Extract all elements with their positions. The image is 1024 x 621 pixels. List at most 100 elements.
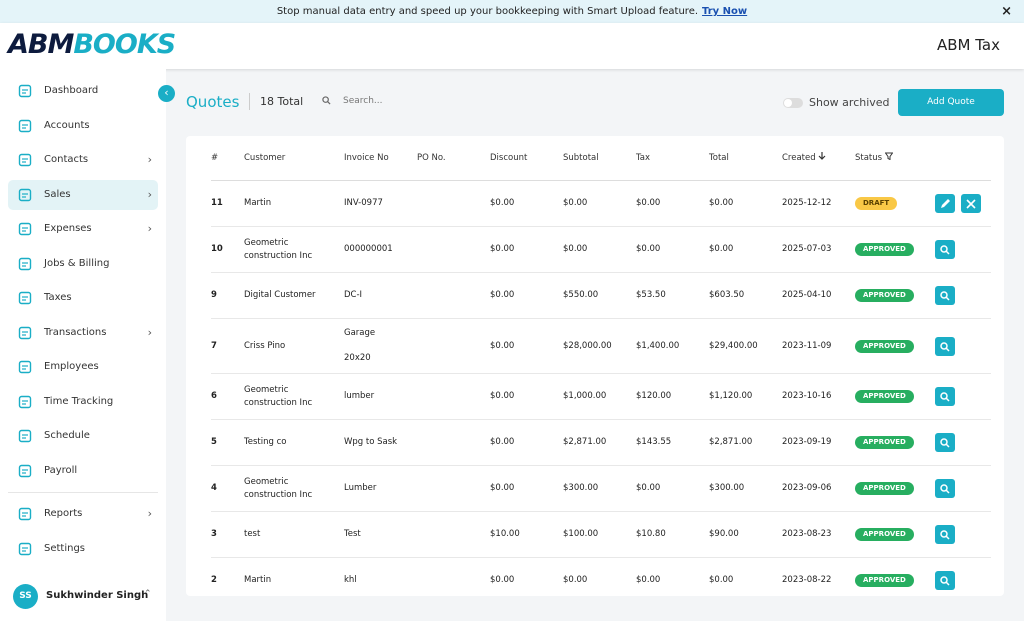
nav-item[interactable]: Taxes bbox=[8, 283, 158, 313]
add-quote-button[interactable]: Add Quote bbox=[898, 89, 1004, 116]
nav-item[interactable]: Expenses › bbox=[8, 214, 158, 244]
view-button[interactable] bbox=[935, 286, 955, 305]
status-badge: APPROVED bbox=[855, 436, 914, 449]
table-cell: $90.00 bbox=[709, 529, 739, 540]
nav-label: Expenses bbox=[44, 223, 92, 234]
column-header: Customer bbox=[244, 152, 286, 163]
table-cell: 9 bbox=[211, 290, 217, 301]
nav-item[interactable]: Transactions › bbox=[8, 318, 158, 348]
nav-item[interactable]: Sales › bbox=[8, 179, 158, 210]
nav-item[interactable]: Employees bbox=[8, 352, 158, 382]
nav-item[interactable]: Reports › bbox=[8, 499, 158, 529]
promo-banner: Stop manual data entry and speed up your… bbox=[0, 0, 1024, 23]
table-cell: $0.00 bbox=[490, 198, 515, 209]
nav-label: Payroll bbox=[44, 464, 78, 476]
table-cell: 2023-08-22 bbox=[782, 575, 832, 586]
logo-text: ABM bbox=[8, 29, 74, 60]
table-cell: Digital Customer bbox=[244, 290, 316, 301]
actions bbox=[935, 525, 967, 544]
nav-label: Time Tracking bbox=[44, 395, 114, 407]
status-cell: APPROVED bbox=[855, 574, 935, 587]
table-cell: $0.00 bbox=[490, 483, 515, 494]
status-cell: APPROVED bbox=[855, 436, 935, 449]
table-cell: $0.00 bbox=[563, 198, 588, 209]
actions bbox=[935, 433, 967, 452]
table-cell: 000000001 bbox=[344, 244, 393, 255]
table-row[interactable]: 3 test Test $10.00 $100.00 $10.80 $90.00 2023-0… bbox=[211, 512, 991, 558]
nav-label: Settings bbox=[44, 542, 86, 554]
view-button[interactable] bbox=[935, 387, 955, 406]
user-menu-caret[interactable]: ⌃ bbox=[144, 589, 152, 599]
table-cell: $0.00 bbox=[490, 575, 515, 586]
user-name[interactable]: Sukhwinder Singh bbox=[46, 590, 149, 601]
header-row: # Customer Invoice No PO No. Discount Subtota… bbox=[211, 136, 991, 181]
company-name: ABM Tax bbox=[936, 36, 1000, 54]
view-button[interactable] bbox=[935, 433, 955, 452]
nav-item[interactable]: Jobs & Billing bbox=[8, 249, 158, 279]
delete-button[interactable] bbox=[961, 194, 981, 213]
column-header: PO No. bbox=[417, 152, 446, 163]
status-cell: APPROVED bbox=[855, 482, 935, 495]
table-cell: test bbox=[244, 529, 261, 540]
table-row[interactable]: 2 Martin khl $0.00 $0.00 $0.00 $0.00 2023-08-22… bbox=[211, 558, 991, 596]
table-cell: $120.00 bbox=[636, 391, 672, 402]
search[interactable]: Search... bbox=[322, 96, 383, 106]
table-cell: Test bbox=[344, 529, 361, 540]
column-header[interactable]: Status bbox=[855, 152, 935, 164]
status-cell: APPROVED bbox=[855, 339, 935, 353]
table-cell: $0.00 bbox=[636, 198, 661, 209]
logo-text: BOOKS bbox=[73, 29, 176, 60]
collapse-sidebar[interactable]: ‹ bbox=[158, 85, 175, 102]
table-cell: 2023-10-16 bbox=[782, 391, 832, 402]
edit-button[interactable] bbox=[935, 194, 955, 213]
table-row[interactable]: 4 Geometric construction Inc Lumber $0.00 $3… bbox=[211, 466, 991, 512]
try-now-link[interactable]: Try Now bbox=[702, 6, 748, 17]
table-row[interactable]: 11 Martin INV-0977 $0.00 $0.00 $0.00 $0.00 2025… bbox=[211, 181, 991, 227]
table-cell: $603.50 bbox=[709, 290, 745, 301]
header: ABMBOOKS ABM Tax bbox=[0, 23, 1024, 69]
table-cell: 2023-09-06 bbox=[782, 483, 832, 494]
view-button[interactable] bbox=[935, 336, 955, 356]
table-cell: Lumber bbox=[344, 483, 377, 494]
banner-text: Stop manual data entry and speed up your… bbox=[276, 6, 699, 17]
table-cell: $1,000.00 bbox=[563, 391, 607, 402]
logo[interactable]: ABMBOOKS bbox=[8, 29, 176, 60]
table-cell: $29,400.00 bbox=[709, 340, 758, 351]
table-row[interactable]: 5 Testing co Wpg to Sask $0.00 $2,871.00 $143… bbox=[211, 420, 991, 466]
nav-item[interactable]: Accounts bbox=[8, 111, 158, 141]
archived-toggle[interactable] bbox=[783, 98, 803, 108]
table-cell: Geometric construction Inc bbox=[244, 385, 313, 408]
nav-label: Dashboard bbox=[44, 85, 99, 96]
nav-item[interactable]: Contacts › bbox=[8, 145, 158, 175]
nav-item[interactable]: Schedule bbox=[8, 421, 158, 451]
nav-item[interactable]: Settings bbox=[8, 534, 158, 564]
view-button[interactable] bbox=[935, 240, 955, 259]
column-header: Discount bbox=[490, 152, 528, 163]
avatar[interactable]: SS bbox=[13, 584, 38, 609]
chevron: › bbox=[147, 222, 152, 235]
actions bbox=[935, 194, 993, 213]
table-cell: 6 bbox=[211, 391, 217, 402]
view-button[interactable] bbox=[935, 571, 955, 590]
table-cell: 2025-04-10 bbox=[782, 290, 832, 301]
table-cell: 11 bbox=[211, 198, 223, 209]
table-row[interactable]: 9 Digital Customer DC-I $0.00 $550.00 $53.50 $… bbox=[211, 273, 991, 319]
column-header[interactable]: Created bbox=[782, 151, 855, 164]
nav-item[interactable]: Time Tracking bbox=[8, 387, 158, 417]
view-button[interactable] bbox=[935, 479, 955, 498]
table-cell: Wpg to Sask bbox=[344, 437, 398, 447]
actions bbox=[935, 286, 967, 305]
table-cell: Garage 20x20 bbox=[344, 328, 376, 363]
table-cell: 5 bbox=[211, 437, 217, 448]
table-row[interactable]: 6 Geometric construction Inc lumber $0.00 $1… bbox=[211, 374, 991, 420]
table-row[interactable]: 10 Geometric construction Inc 000000001 $0.… bbox=[211, 227, 991, 273]
status-badge: APPROVED bbox=[855, 289, 914, 302]
chevron: › bbox=[147, 153, 152, 166]
table-cell: $10.80 bbox=[636, 529, 666, 540]
table-row[interactable]: 7 Criss Pino Garage 20x20 $0.00 $28,000.00 $1… bbox=[211, 319, 991, 374]
nav-item[interactable]: Dashboard bbox=[8, 76, 158, 106]
view-button[interactable] bbox=[935, 525, 955, 544]
nav-item[interactable]: Payroll bbox=[8, 456, 158, 486]
nav-label: Transactions bbox=[44, 326, 107, 338]
close-banner[interactable]: × bbox=[1001, 4, 1012, 19]
